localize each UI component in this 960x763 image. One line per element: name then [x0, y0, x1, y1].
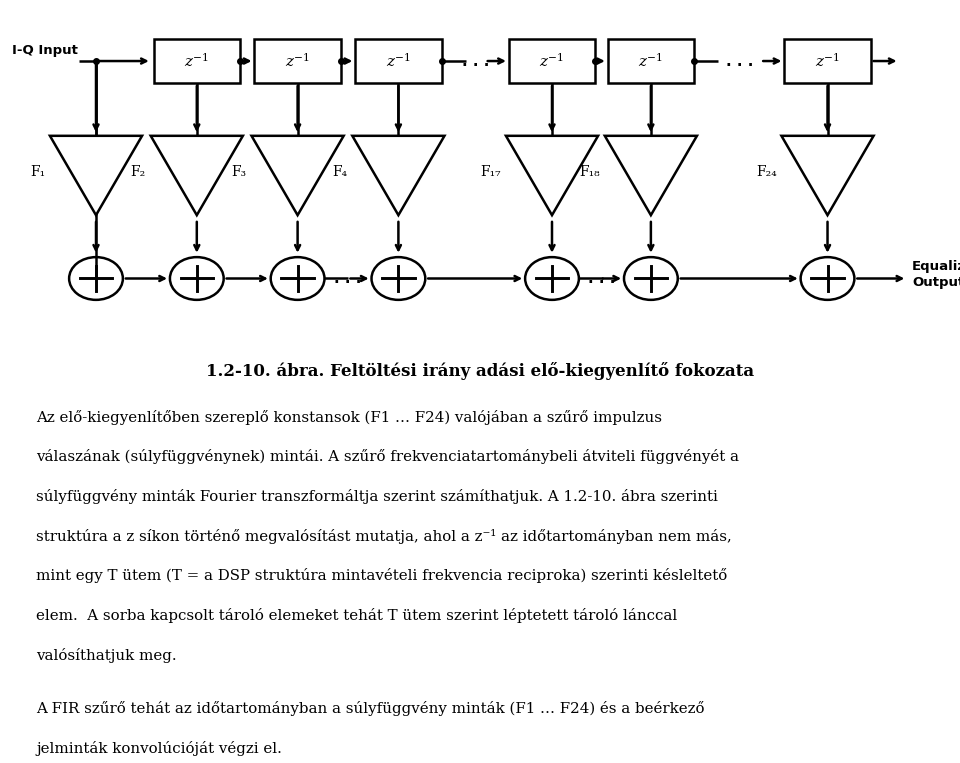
Bar [608, 39, 694, 83]
Text: . . .: . . . [726, 53, 753, 69]
Text: F₁₈: F₁₈ [580, 165, 600, 179]
Text: elem.  A sorba kapcsolt tároló elemeket tehát T ütem szerint léptetett tároló lá: elem. A sorba kapcsolt tároló elemeket t… [36, 608, 678, 623]
Text: $z^{-1}$: $z^{-1}$ [184, 52, 209, 70]
Text: F₄: F₄ [332, 165, 348, 179]
Text: . . .: . . . [334, 271, 362, 286]
Text: $z^{-1}$: $z^{-1}$ [386, 52, 411, 70]
Polygon shape [781, 136, 874, 215]
Text: Az elő-kiegyenlítőben szereplő konstansok (F1 … F24) valójában a szűrő impulzus: Az elő-kiegyenlítőben szereplő konstanso… [36, 410, 662, 425]
Text: . . .: . . . [588, 271, 615, 286]
Text: $z^{-1}$: $z^{-1}$ [815, 52, 840, 70]
Bar [509, 39, 595, 83]
Text: súlyfüggvény minták Fourier transzformáltja szerint számíthatjuk. A 1.2-10. ábra: súlyfüggvény minták Fourier transzformál… [36, 489, 718, 504]
Text: mint egy T ütem (T = a DSP struktúra mintavételi frekvencia reciproka) szerinti : mint egy T ütem (T = a DSP struktúra min… [36, 568, 728, 584]
Text: F₂: F₂ [131, 165, 146, 179]
Polygon shape [605, 136, 697, 215]
Text: F₂₄: F₂₄ [756, 165, 777, 179]
Polygon shape [252, 136, 344, 215]
Text: 1.2-10. ábra. Feltöltési irány adási elő-kiegyenlítő fokozata: 1.2-10. ábra. Feltöltési irány adási elő… [206, 362, 754, 381]
Polygon shape [506, 136, 598, 215]
Text: válaszának (súlyfüggvénynek) mintái. A szűrő frekvenciatartománybeli átviteli fü: válaszának (súlyfüggvénynek) mintái. A s… [36, 449, 739, 465]
Text: $z^{-1}$: $z^{-1}$ [540, 52, 564, 70]
Text: Equalizer
Output: Equalizer Output [912, 260, 960, 289]
Text: struktúra a z síkon történő megvalósítást mutatja, ahol a z⁻¹ az időtartományban: struktúra a z síkon történő megvalósítás… [36, 529, 732, 544]
Bar [254, 39, 341, 83]
Polygon shape [50, 136, 142, 215]
Text: F₁: F₁ [30, 165, 45, 179]
Bar [355, 39, 442, 83]
Polygon shape [151, 136, 243, 215]
Bar [154, 39, 240, 83]
Text: $z^{-1}$: $z^{-1}$ [638, 52, 663, 70]
Text: A FIR szűrő tehát az időtartományban a súlyfüggvény minták (F1 … F24) és a beérk: A FIR szűrő tehát az időtartományban a s… [36, 701, 705, 716]
Text: valósíthatjuk meg.: valósíthatjuk meg. [36, 648, 177, 663]
Text: F₃: F₃ [231, 165, 247, 179]
Text: jelminták konvolúcióját végzi el.: jelminták konvolúcióját végzi el. [36, 741, 282, 756]
Text: . . .: . . . [462, 53, 489, 69]
Text: I-Q Input: I-Q Input [12, 44, 78, 57]
Text: F₁₇: F₁₇ [481, 165, 501, 179]
Bar [784, 39, 871, 83]
Polygon shape [352, 136, 444, 215]
Text: $z^{-1}$: $z^{-1}$ [285, 52, 310, 70]
